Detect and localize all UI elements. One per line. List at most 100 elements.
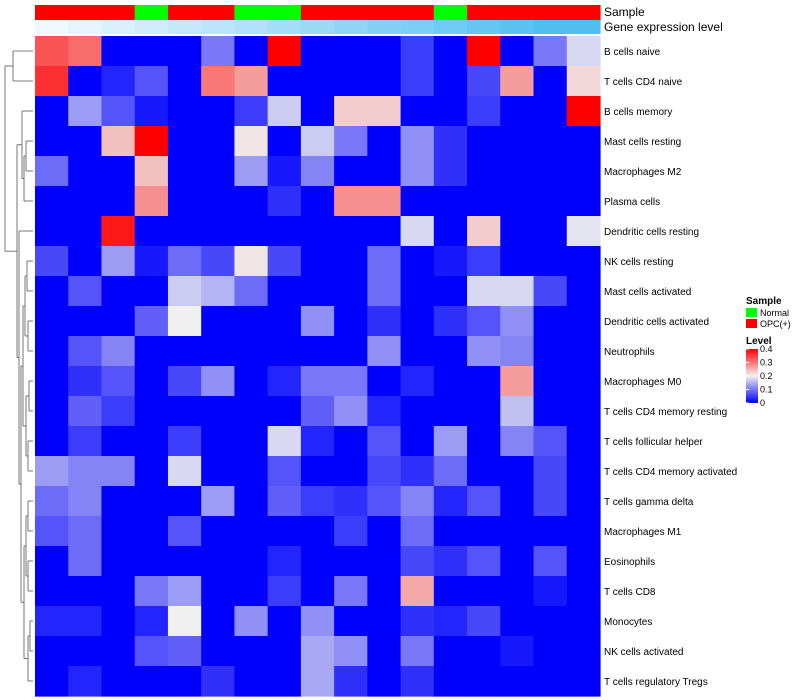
heatmap-cell: [334, 666, 368, 697]
heatmap-cell: [467, 516, 501, 547]
heatmap-cell: [367, 486, 402, 517]
heatmap-cell: [400, 66, 435, 97]
heatmap-cell: [35, 186, 69, 217]
sample-track-cell: [68, 5, 103, 20]
legend-level-title: Level: [746, 336, 772, 347]
heatmap-cell: [68, 96, 103, 127]
heatmap-cell: [68, 606, 103, 637]
heatmap-cell: [101, 666, 136, 697]
heatmap-cell: [134, 186, 169, 217]
heatmap-cell: [167, 546, 202, 577]
heatmap-cell: [234, 396, 269, 427]
heatmap-cell: [134, 666, 169, 697]
row-label: NK cells resting: [604, 257, 673, 268]
heatmap-cell: [267, 456, 302, 487]
heatmap-cell: [566, 516, 601, 547]
sample-track-cell: [134, 5, 169, 20]
heatmap-cell: [533, 126, 568, 157]
sample-track-cell: [533, 5, 568, 20]
heatmap-cell: [467, 606, 501, 637]
heatmap-cell: [267, 366, 302, 397]
heatmap-cell: [35, 366, 69, 397]
expression-track-cell: [201, 20, 236, 34]
legend-label-normal: Normal: [760, 308, 789, 318]
heatmap-cell: [334, 306, 368, 337]
heatmap-cell: [467, 66, 501, 97]
heatmap-cell: [101, 366, 136, 397]
heatmap-cell: [35, 306, 69, 337]
heatmap-cell: [334, 96, 368, 127]
row-label: T cells CD8: [604, 587, 656, 598]
heatmap-cell: [400, 396, 435, 427]
heatmap-cell: [267, 126, 302, 157]
heatmap-cell: [433, 516, 468, 547]
sample-track-cell: [566, 5, 601, 20]
heatmap-cell: [300, 426, 335, 457]
heatmap-cell: [433, 396, 468, 427]
heatmap-cell: [467, 156, 501, 187]
heatmap-cell: [300, 306, 335, 337]
heatmap-cell: [500, 156, 535, 187]
heatmap-cell: [433, 216, 468, 247]
heatmap-cell: [367, 516, 402, 547]
heatmap-cell: [533, 336, 568, 367]
heatmap-cell: [267, 546, 302, 577]
row-label: B cells memory: [604, 107, 672, 118]
heatmap-cell: [68, 546, 103, 577]
heatmap-cell: [201, 636, 236, 667]
heatmap-cell: [35, 246, 69, 277]
heatmap-cell: [433, 426, 468, 457]
heatmap-cell: [234, 606, 269, 637]
heatmap-cell: [500, 456, 535, 487]
heatmap-cell: [334, 186, 368, 217]
heatmap-cell: [533, 96, 568, 127]
heatmap-cell: [68, 246, 103, 277]
heatmap-cell: [234, 246, 269, 277]
heatmap-cell: [267, 186, 302, 217]
heatmap-cell: [101, 456, 136, 487]
heatmap-cell: [500, 636, 535, 667]
heatmap-cell: [35, 396, 69, 427]
heatmap-cell: [467, 396, 501, 427]
heatmap-cell: [300, 126, 335, 157]
heatmap-cell: [433, 96, 468, 127]
expression-track-cell: [500, 20, 535, 34]
heatmap-cell: [334, 396, 368, 427]
heatmap-cell: [35, 426, 69, 457]
expression-track-cell: [267, 20, 302, 34]
heatmap-cell: [134, 396, 169, 427]
sample-track-cell: [500, 5, 535, 20]
heatmap-cell: [134, 216, 169, 247]
heatmap-cell: [467, 306, 501, 337]
sample-track-cell: [167, 5, 202, 20]
row-label: NK cells activated: [604, 647, 683, 658]
heatmap-cell: [300, 636, 335, 667]
heatmap-cell: [367, 186, 402, 217]
heatmap-cell: [267, 246, 302, 277]
heatmap-cell: [400, 546, 435, 577]
heatmap-cell: [101, 636, 136, 667]
heatmap-cell: [201, 336, 236, 367]
heatmap-cell: [500, 486, 535, 517]
sample-track-cell: [35, 5, 69, 20]
heatmap-cell: [566, 126, 601, 157]
heatmap-cell: [201, 396, 236, 427]
heatmap-cell: [167, 186, 202, 217]
heatmap-cell: [500, 336, 535, 367]
expression-track-cell: [367, 20, 402, 34]
heatmap-cell: [566, 576, 601, 607]
heatmap-cell: [134, 636, 169, 667]
heatmap-cell: [334, 126, 368, 157]
heatmap-cell: [68, 306, 103, 337]
legend-swatch-opc: [746, 319, 757, 328]
heatmap-cell: [134, 96, 169, 127]
heatmap-cell: [234, 366, 269, 397]
heatmap-cell: [101, 246, 136, 277]
heatmap-cell: [566, 186, 601, 217]
heatmap-cell: [201, 276, 236, 307]
heatmap-cell: [267, 36, 302, 67]
heatmap-cell: [134, 576, 169, 607]
heatmap-cell: [433, 546, 468, 577]
heatmap-cell: [300, 276, 335, 307]
heatmap-cell: [201, 126, 236, 157]
